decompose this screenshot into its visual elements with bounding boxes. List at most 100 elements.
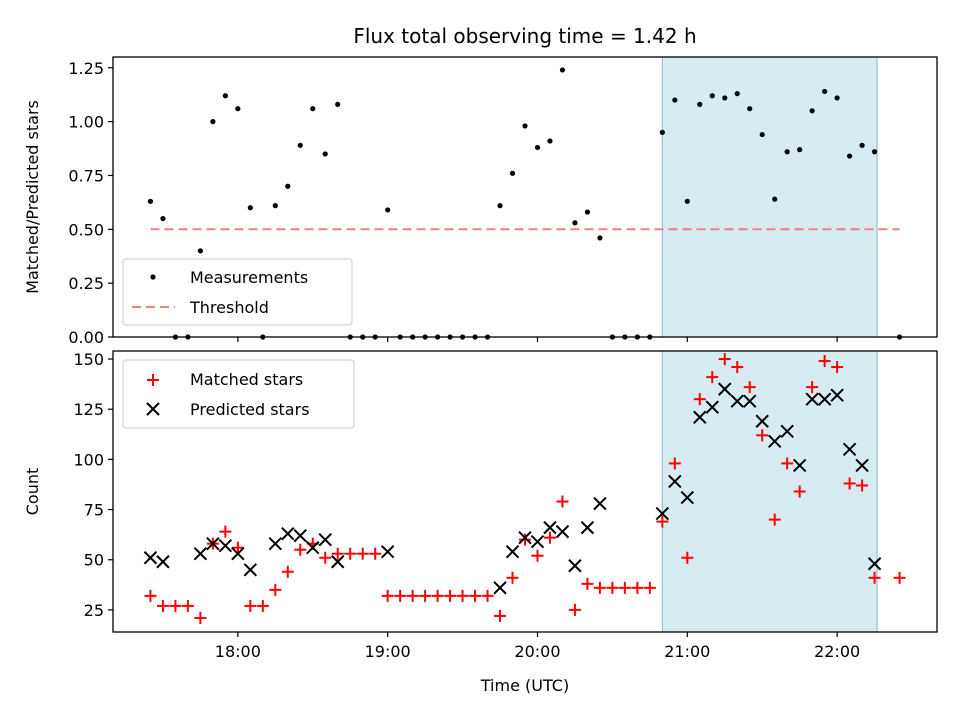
- predicted-stars-point: [867, 557, 882, 571]
- legend-predicted-label: Predicted stars: [190, 400, 310, 419]
- measurement-point: [235, 106, 241, 112]
- predicted-stars-point: [543, 520, 557, 535]
- predicted-stars-point: [306, 540, 320, 555]
- predicted-stars-point: [218, 538, 233, 553]
- predicted-stars-point: [580, 520, 595, 535]
- measurement-point: [385, 207, 391, 213]
- measurement-point: [797, 147, 803, 153]
- matched-stars-point: [231, 541, 244, 554]
- ratio-panel-ticks: 0.00 0.25 0.50 0.75 1.00 1.25: [68, 59, 838, 347]
- matched-stars-point: [394, 589, 407, 602]
- legend-measurement-marker: [150, 274, 156, 280]
- matched-stars-point: [269, 583, 282, 596]
- count-y-axis-label: Count: [23, 468, 42, 516]
- predicted-stars-point: [780, 424, 794, 438]
- predicted-stars-point: [555, 524, 570, 539]
- matched-stars-point: [718, 353, 731, 366]
- predicted-stars-point: [830, 388, 844, 402]
- measurement-point: [709, 93, 715, 99]
- matched-stars-point: [481, 589, 494, 602]
- matched-stars-point: [631, 581, 644, 594]
- matched-stars-point: [756, 429, 769, 442]
- count-markers: [143, 353, 906, 624]
- measurement-point: [809, 108, 815, 114]
- measurement-point: [160, 215, 166, 222]
- measurement-point: [759, 131, 765, 138]
- predicted-stars-point: [743, 394, 757, 408]
- predicted-stars-point: [206, 536, 220, 551]
- ratio-legend: Measurements Threshold: [122, 258, 353, 326]
- predicted-stars-point: [493, 581, 507, 595]
- predicted-stars-point: [293, 528, 307, 543]
- matched-stars-point: [843, 477, 856, 490]
- measurement-point: [197, 248, 203, 254]
- measurement-point: [522, 123, 528, 129]
- predicted-stars-point: [767, 434, 782, 449]
- ratio-legend-box: [122, 258, 353, 326]
- predicted-stars-point: [655, 506, 670, 521]
- measurement-point: [784, 149, 790, 155]
- measurement-point: [722, 95, 728, 101]
- measurement-point: [584, 209, 591, 215]
- measurement-point: [747, 106, 753, 112]
- matched-stars-point: [831, 361, 844, 374]
- matched-stars-point: [194, 611, 207, 624]
- y-tick-label: 0.75: [68, 166, 104, 185]
- matched-stars-point: [818, 355, 831, 368]
- matched-stars-point: [768, 513, 781, 526]
- measurement-point: [684, 198, 690, 204]
- y-tick-label: 125: [73, 400, 104, 419]
- matched-stars-point: [281, 565, 294, 578]
- matched-stars-point: [219, 525, 232, 538]
- matched-stars-point: [181, 599, 194, 612]
- measurement-point: [672, 97, 678, 103]
- chart-title: Flux total observing time = 1.42 h: [353, 24, 696, 48]
- x-tick-label: 19:00: [365, 642, 411, 661]
- measurement-point: [772, 196, 778, 202]
- matched-stars-point: [369, 547, 382, 560]
- matched-stars-point: [406, 589, 419, 602]
- measurement-point: [335, 101, 341, 107]
- matched-stars-point: [344, 547, 357, 560]
- predicted-stars-point: [730, 394, 744, 408]
- measurement-point: [322, 151, 328, 157]
- y-tick-label: 1.25: [68, 59, 104, 78]
- matched-stars-point: [431, 589, 444, 602]
- x-axis-label: Time (UTC): [480, 676, 569, 695]
- measurement-point: [272, 203, 278, 209]
- matched-stars-point: [543, 531, 556, 544]
- predicted-stars-point: [193, 547, 208, 561]
- y-tick-label: 50: [84, 551, 104, 570]
- measurement-point: [572, 220, 578, 226]
- y-tick-label: 0.25: [68, 274, 104, 293]
- predicted-stars-point: [331, 555, 345, 569]
- matched-stars-point: [706, 371, 719, 384]
- ratio-y-axis-label: Matched/Predicted stars: [23, 100, 42, 294]
- x-tick-label: 18:00: [215, 642, 261, 661]
- predicted-stars-point: [792, 458, 807, 473]
- matched-stars-point: [294, 543, 307, 556]
- matched-stars-point: [868, 571, 881, 584]
- measurement-point: [297, 142, 303, 148]
- y-tick-label: 1.00: [68, 113, 104, 132]
- predicted-stars-point: [805, 392, 819, 406]
- x-tick-label: 20:00: [514, 642, 560, 661]
- predicted-stars-point: [680, 490, 695, 505]
- predicted-stars-point: [156, 555, 170, 569]
- measurement-point: [310, 106, 316, 112]
- legend-predicted-marker: [146, 402, 160, 416]
- predicted-stars-point: [268, 536, 283, 551]
- matched-stars-point: [444, 589, 457, 602]
- measurement-point: [210, 119, 216, 125]
- predicted-stars-point: [530, 534, 545, 549]
- predicted-stars-point: [718, 382, 732, 396]
- matched-stars-point: [256, 599, 269, 612]
- predicted-stars-point: [505, 545, 520, 559]
- matched-stars-point: [156, 599, 169, 612]
- predicted-stars-point: [693, 410, 707, 424]
- legend-measurements-label: Measurements: [190, 268, 308, 287]
- matched-stars-point: [618, 581, 631, 594]
- matched-stars-point: [568, 603, 581, 616]
- measurement-point: [559, 67, 566, 73]
